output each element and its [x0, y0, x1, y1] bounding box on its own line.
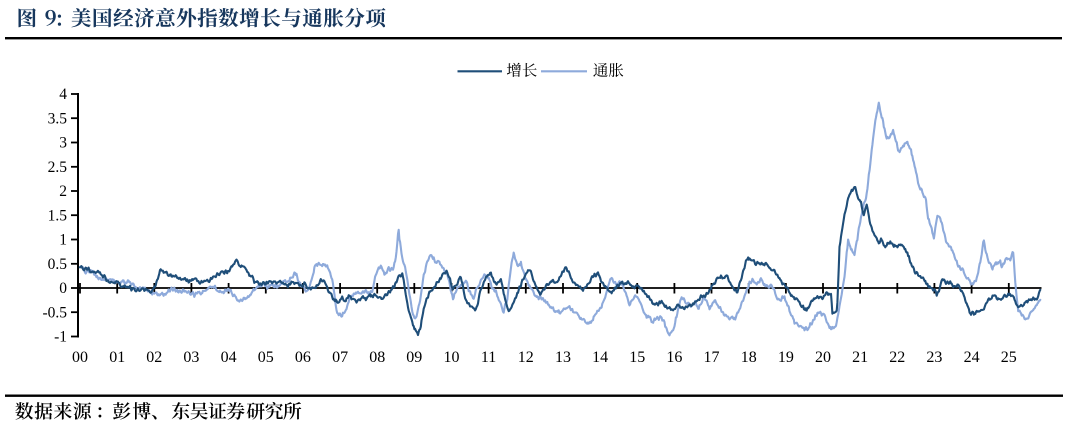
svg-text:14: 14 — [592, 349, 608, 366]
svg-text:01: 01 — [109, 349, 125, 366]
svg-text:22: 22 — [889, 349, 905, 366]
svg-text:08: 08 — [369, 349, 385, 366]
svg-text:06: 06 — [295, 349, 311, 366]
svg-text:4: 4 — [59, 86, 67, 103]
svg-text:1: 1 — [59, 232, 67, 249]
svg-text:-1: -1 — [54, 329, 67, 346]
svg-text:19: 19 — [778, 349, 794, 366]
svg-text:2.5: 2.5 — [48, 159, 68, 176]
svg-text:25: 25 — [1001, 349, 1017, 366]
svg-text:09: 09 — [406, 349, 422, 366]
svg-text:03: 03 — [183, 349, 199, 366]
svg-text:3: 3 — [59, 135, 67, 152]
svg-text:05: 05 — [258, 349, 274, 366]
svg-text:1.5: 1.5 — [48, 207, 68, 224]
svg-text:12: 12 — [518, 349, 534, 366]
svg-text:0.5: 0.5 — [48, 256, 68, 273]
svg-text:04: 04 — [221, 349, 237, 366]
svg-text:10: 10 — [444, 349, 460, 366]
svg-text:18: 18 — [741, 349, 757, 366]
svg-text:02: 02 — [146, 349, 162, 366]
svg-text:3.5: 3.5 — [48, 111, 68, 128]
svg-text:00: 00 — [72, 349, 88, 366]
svg-text:24: 24 — [964, 349, 980, 366]
svg-text:20: 20 — [815, 349, 831, 366]
svg-text:2: 2 — [59, 183, 67, 200]
svg-text:15: 15 — [629, 349, 645, 366]
svg-text:13: 13 — [555, 349, 571, 366]
svg-text:17: 17 — [704, 349, 720, 366]
svg-text:21: 21 — [852, 349, 868, 366]
svg-text:23: 23 — [926, 349, 942, 366]
svg-text:07: 07 — [332, 349, 348, 366]
svg-text:16: 16 — [666, 349, 682, 366]
svg-text:0: 0 — [59, 280, 67, 297]
svg-text:-0.5: -0.5 — [42, 304, 67, 321]
svg-text:11: 11 — [481, 349, 496, 366]
